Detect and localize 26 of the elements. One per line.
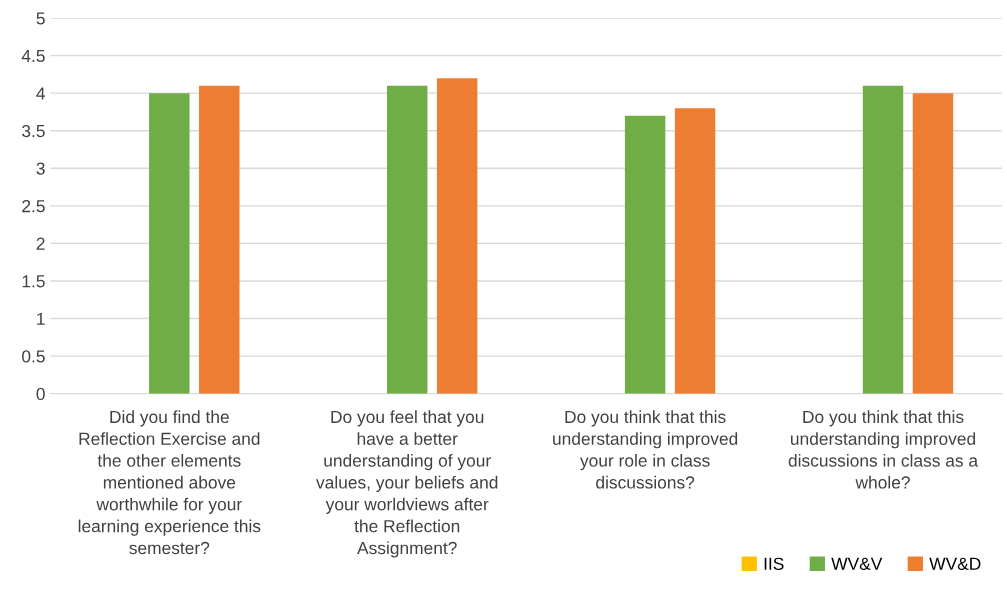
y-tick-label: 0 [36,387,45,401]
y-tick-label: 2.5 [22,200,45,213]
y-tick-label: 3 [36,162,45,175]
bar [199,85,240,394]
y-tick-label: 2 [36,237,45,250]
legend-label: WV&D [929,557,981,570]
y-tick-label: 4 [36,87,45,100]
y-tick-label: 4.5 [21,49,45,63]
y-tick-label: 3.5 [22,124,45,138]
bar [912,93,954,394]
bar [674,108,716,394]
bar [386,85,428,394]
y-tick-label: 5 [36,12,45,25]
x-tick-label: Did you find the Reflection Exercise and the other elements mentioned above worthwhile for your learning experience this semester? [78,410,261,555]
y-tick-label: 1 [37,312,45,325]
bar [862,85,904,394]
bar [624,115,666,394]
legend-label: WV&V [831,557,883,570]
x-tick-label: Do you think that this understanding improved discussions in class as a whole? [788,410,979,489]
x-tick-label: Do you feel that you have a better understanding of your values, your beliefs and your worldviews after the Reflection Assignment? [316,410,498,558]
bar [436,78,478,394]
legend-label: IIS [764,557,784,570]
x-tick-label: Do you think that this understanding improved your role in class discussions? [553,410,738,489]
y-tick-label: 0.5 [22,350,45,363]
y-tick-label: 1.5 [22,275,45,288]
bar [149,93,190,394]
